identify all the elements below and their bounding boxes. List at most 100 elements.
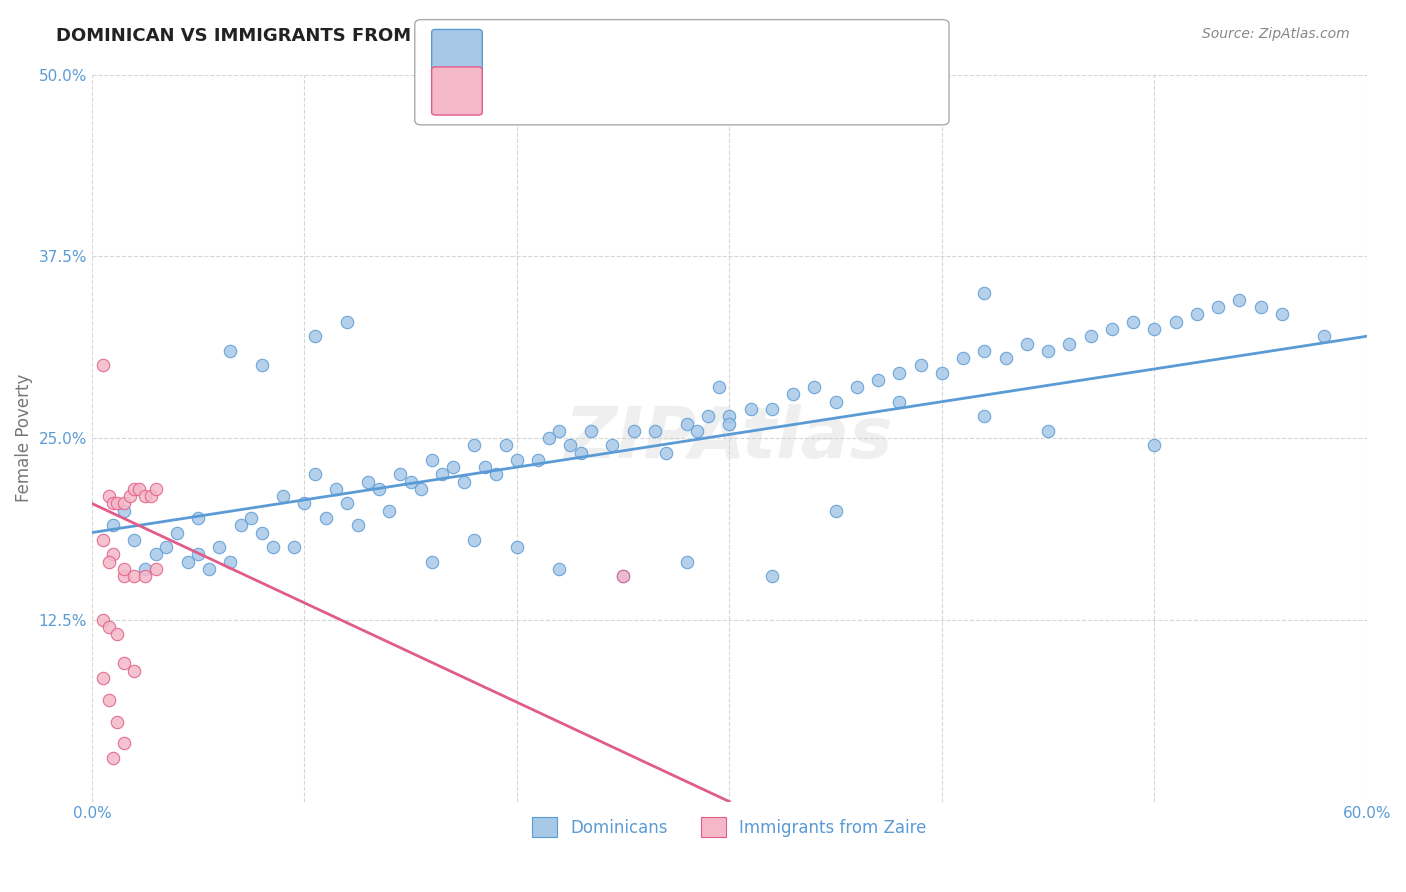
Point — [250, 359, 273, 373]
Point — [474, 460, 496, 475]
Point — [1080, 329, 1102, 343]
Point — [527, 453, 550, 467]
Point — [420, 555, 443, 569]
Point — [686, 424, 709, 438]
Text: N =: N = — [637, 42, 676, 60]
Point — [973, 409, 995, 424]
Point — [91, 613, 114, 627]
Point — [740, 401, 762, 416]
Point — [548, 424, 571, 438]
Point — [994, 351, 1017, 365]
Point — [484, 467, 506, 482]
Point — [107, 496, 129, 510]
Point — [283, 540, 305, 554]
Point — [1143, 322, 1166, 336]
Point — [112, 496, 135, 510]
Point — [612, 569, 634, 583]
Text: 0.475: 0.475 — [534, 42, 591, 60]
Point — [824, 394, 846, 409]
Point — [868, 373, 890, 387]
Point — [101, 751, 124, 765]
Point — [569, 445, 592, 459]
Point — [304, 329, 326, 343]
Legend: Dominicans, Immigrants from Zaire: Dominicans, Immigrants from Zaire — [526, 811, 934, 844]
Point — [463, 533, 485, 547]
Point — [623, 424, 645, 438]
Point — [1250, 300, 1272, 314]
Point — [453, 475, 475, 489]
Point — [128, 482, 150, 496]
Point — [388, 467, 411, 482]
Point — [197, 562, 219, 576]
Point — [676, 555, 699, 569]
Point — [432, 467, 454, 482]
Point — [112, 736, 135, 750]
Point — [654, 445, 676, 459]
Point — [463, 438, 485, 452]
Point — [420, 453, 443, 467]
Point — [1271, 308, 1294, 322]
Point — [845, 380, 868, 394]
Point — [952, 351, 974, 365]
Point — [97, 620, 120, 634]
Point — [612, 569, 634, 583]
Text: R =: R = — [491, 42, 530, 60]
Point — [97, 489, 120, 503]
Point — [1036, 343, 1059, 358]
Text: R =: R = — [491, 80, 530, 98]
Point — [229, 518, 252, 533]
Point — [718, 417, 741, 431]
Point — [506, 540, 529, 554]
Point — [1164, 315, 1187, 329]
Point — [101, 518, 124, 533]
Point — [112, 569, 135, 583]
Point — [506, 453, 529, 467]
Point — [1036, 424, 1059, 438]
Point — [97, 555, 120, 569]
Point — [1313, 329, 1336, 343]
Point — [304, 467, 326, 482]
Point — [1101, 322, 1123, 336]
Point — [602, 438, 624, 452]
Point — [107, 714, 129, 729]
Point — [644, 424, 666, 438]
Point — [973, 285, 995, 300]
Point — [441, 460, 464, 475]
Point — [761, 569, 783, 583]
Point — [124, 533, 146, 547]
Point — [208, 540, 231, 554]
Point — [336, 496, 359, 510]
Point — [1122, 315, 1144, 329]
Point — [271, 489, 294, 503]
Point — [548, 562, 571, 576]
Point — [346, 518, 368, 533]
Point — [803, 380, 825, 394]
Point — [187, 547, 209, 561]
Point — [250, 525, 273, 540]
Point — [91, 533, 114, 547]
Point — [97, 693, 120, 707]
Point — [107, 627, 129, 641]
Point — [367, 482, 389, 496]
Point — [101, 496, 124, 510]
Point — [411, 482, 433, 496]
Point — [537, 431, 560, 445]
Point — [973, 343, 995, 358]
Point — [1185, 308, 1208, 322]
Point — [219, 343, 242, 358]
Point — [101, 547, 124, 561]
Point — [824, 504, 846, 518]
Point — [124, 664, 146, 678]
Point — [761, 401, 783, 416]
Point — [336, 315, 359, 329]
Point — [931, 366, 953, 380]
Point — [112, 657, 135, 671]
Point — [155, 540, 177, 554]
Point — [676, 417, 699, 431]
Point — [145, 482, 167, 496]
Point — [581, 424, 603, 438]
Point — [357, 475, 380, 489]
Point — [219, 555, 242, 569]
Point — [718, 409, 741, 424]
Text: -0.431: -0.431 — [534, 80, 599, 98]
